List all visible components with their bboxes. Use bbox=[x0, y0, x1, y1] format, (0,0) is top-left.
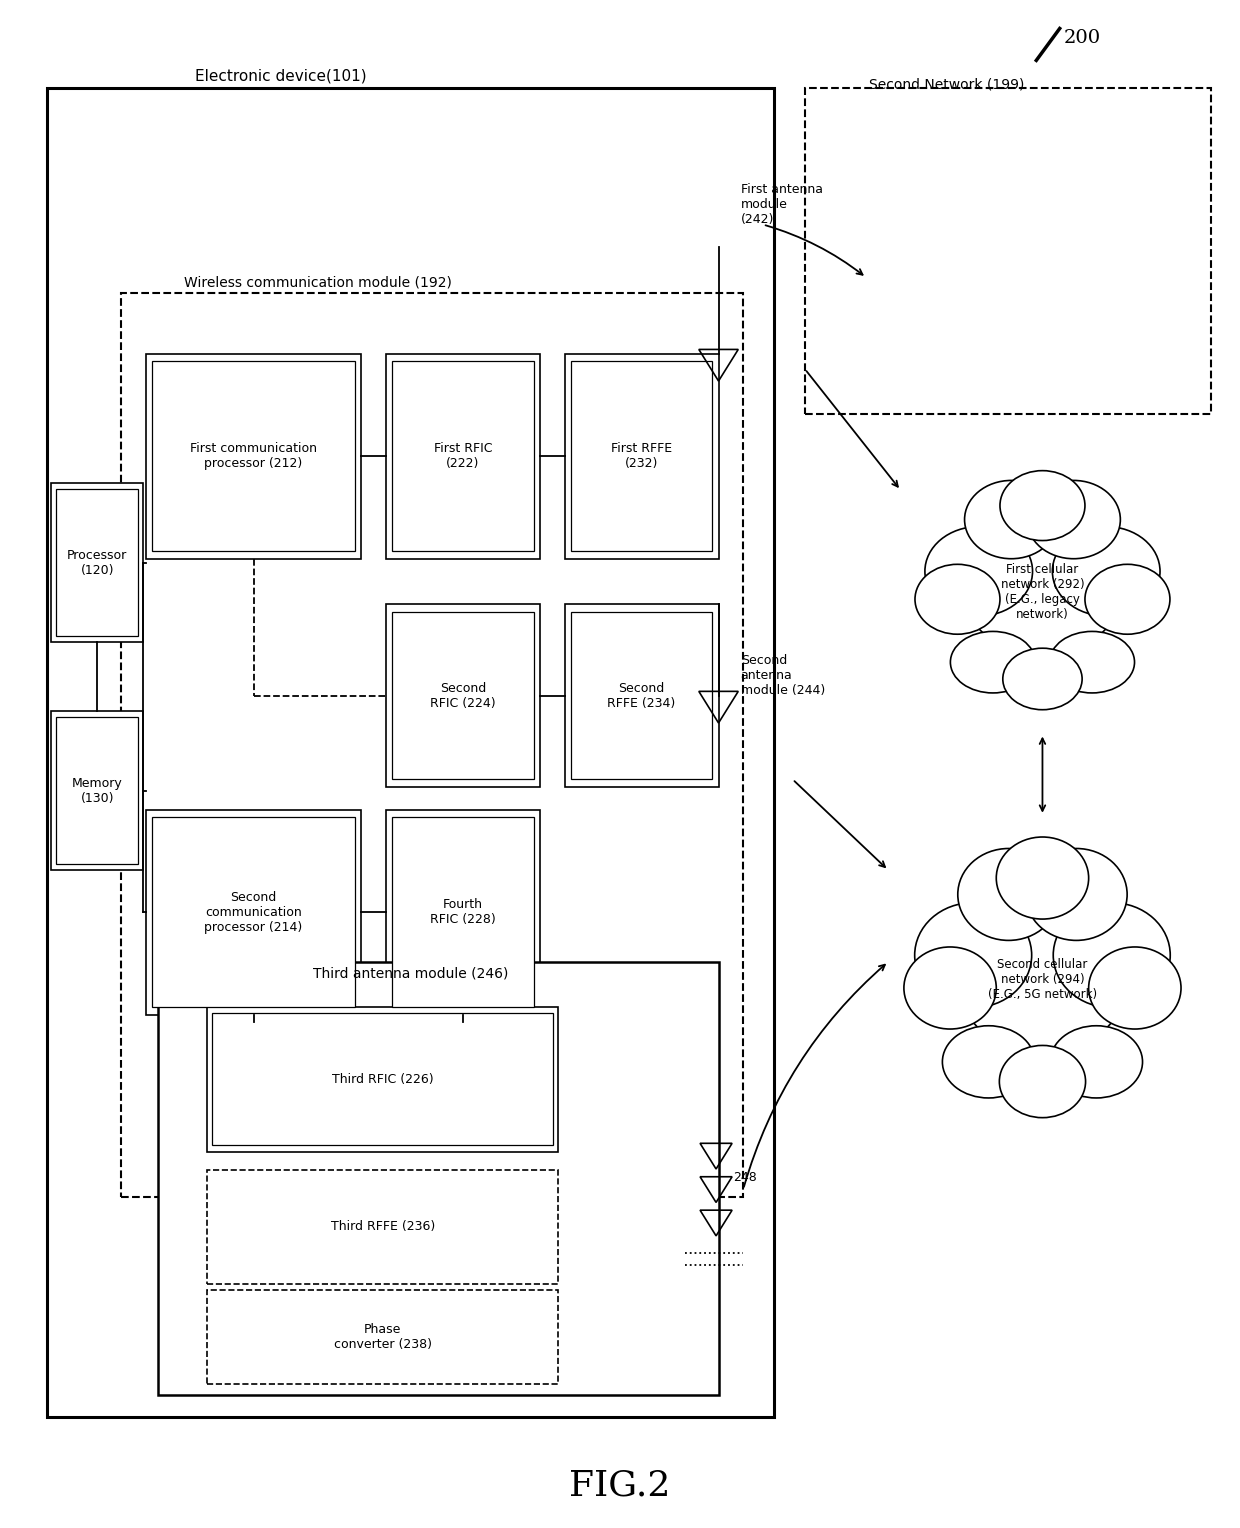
Ellipse shape bbox=[1027, 480, 1121, 559]
Text: Second cellular
network (294)
(E.G., 5G network): Second cellular network (294) (E.G., 5G … bbox=[988, 958, 1097, 1001]
Ellipse shape bbox=[1049, 631, 1135, 692]
Text: Electronic device(101): Electronic device(101) bbox=[196, 69, 367, 83]
FancyBboxPatch shape bbox=[146, 810, 361, 1015]
FancyBboxPatch shape bbox=[51, 483, 144, 642]
Ellipse shape bbox=[1053, 527, 1161, 616]
Text: First cellular
network (292)
(E.G., legacy
network): First cellular network (292) (E.G., lega… bbox=[1001, 564, 1084, 622]
Text: Processor
(120): Processor (120) bbox=[67, 549, 128, 576]
Ellipse shape bbox=[965, 480, 1058, 559]
FancyBboxPatch shape bbox=[386, 605, 539, 787]
Text: First communication
processor (212): First communication processor (212) bbox=[190, 442, 317, 471]
Text: FIG.2: FIG.2 bbox=[569, 1468, 671, 1504]
Text: Memory
(130): Memory (130) bbox=[72, 776, 123, 805]
Ellipse shape bbox=[957, 848, 1059, 940]
Text: Third antenna module (246): Third antenna module (246) bbox=[312, 967, 508, 981]
Ellipse shape bbox=[915, 903, 1032, 1007]
Ellipse shape bbox=[965, 529, 1121, 656]
Ellipse shape bbox=[1085, 564, 1169, 634]
FancyBboxPatch shape bbox=[47, 87, 774, 1418]
Text: Second Network (199): Second Network (199) bbox=[869, 78, 1024, 92]
Text: Second
antenna
module (244): Second antenna module (244) bbox=[740, 654, 825, 697]
Text: Wireless communication module (192): Wireless communication module (192) bbox=[185, 275, 453, 289]
FancyBboxPatch shape bbox=[392, 613, 533, 779]
FancyBboxPatch shape bbox=[570, 613, 712, 779]
FancyBboxPatch shape bbox=[207, 1290, 558, 1384]
Text: 200: 200 bbox=[1064, 29, 1100, 46]
FancyBboxPatch shape bbox=[159, 961, 718, 1395]
Ellipse shape bbox=[950, 631, 1035, 692]
Ellipse shape bbox=[1003, 648, 1083, 709]
FancyBboxPatch shape bbox=[386, 353, 539, 559]
Ellipse shape bbox=[1089, 947, 1180, 1028]
Ellipse shape bbox=[942, 1025, 1034, 1099]
Ellipse shape bbox=[1050, 1025, 1142, 1099]
Text: Third RFFE (236): Third RFFE (236) bbox=[331, 1221, 435, 1233]
Ellipse shape bbox=[1053, 903, 1171, 1007]
FancyBboxPatch shape bbox=[153, 361, 355, 552]
Ellipse shape bbox=[904, 947, 996, 1028]
FancyBboxPatch shape bbox=[153, 817, 355, 1007]
Ellipse shape bbox=[999, 471, 1085, 541]
Text: Fourth
RFIC (228): Fourth RFIC (228) bbox=[430, 898, 496, 926]
FancyBboxPatch shape bbox=[564, 605, 718, 787]
FancyBboxPatch shape bbox=[56, 489, 139, 636]
Ellipse shape bbox=[915, 564, 999, 634]
Ellipse shape bbox=[925, 527, 1033, 616]
FancyBboxPatch shape bbox=[146, 353, 361, 559]
Text: Phase
converter (238): Phase converter (238) bbox=[334, 1323, 432, 1351]
FancyBboxPatch shape bbox=[207, 1170, 558, 1284]
FancyBboxPatch shape bbox=[805, 87, 1211, 414]
Text: First RFIC
(222): First RFIC (222) bbox=[434, 442, 492, 471]
FancyBboxPatch shape bbox=[51, 711, 144, 871]
FancyBboxPatch shape bbox=[564, 353, 718, 559]
FancyBboxPatch shape bbox=[392, 361, 533, 552]
FancyBboxPatch shape bbox=[570, 361, 712, 552]
FancyBboxPatch shape bbox=[392, 817, 533, 1007]
Text: Third RFIC (226): Third RFIC (226) bbox=[332, 1073, 434, 1086]
FancyBboxPatch shape bbox=[207, 1007, 558, 1152]
Text: Second
RFFE (234): Second RFFE (234) bbox=[608, 681, 676, 709]
Ellipse shape bbox=[999, 1045, 1085, 1117]
Ellipse shape bbox=[957, 906, 1127, 1054]
FancyBboxPatch shape bbox=[56, 717, 139, 865]
Ellipse shape bbox=[996, 837, 1089, 918]
FancyBboxPatch shape bbox=[122, 293, 743, 1196]
FancyBboxPatch shape bbox=[386, 810, 539, 1015]
Text: Second
communication
processor (214): Second communication processor (214) bbox=[205, 891, 303, 934]
FancyBboxPatch shape bbox=[212, 1013, 553, 1146]
Text: Second
RFIC (224): Second RFIC (224) bbox=[430, 681, 496, 709]
Ellipse shape bbox=[1025, 848, 1127, 940]
Text: First RFFE
(232): First RFFE (232) bbox=[611, 442, 672, 471]
Text: 248: 248 bbox=[733, 1170, 758, 1184]
Text: First antenna
module
(242): First antenna module (242) bbox=[740, 183, 822, 226]
